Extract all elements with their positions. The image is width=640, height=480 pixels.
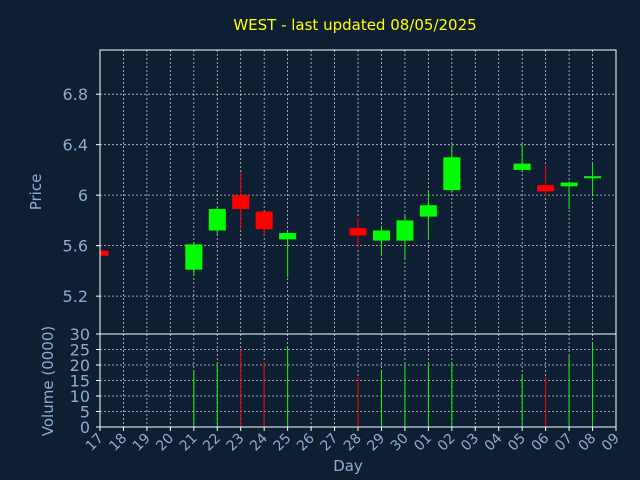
volume-axis-label: Volume (0000) — [39, 326, 57, 436]
x-tick-label: 27 — [317, 431, 341, 455]
chart-title: WEST - last updated 08/05/2025 — [233, 16, 476, 34]
candle-body — [255, 211, 273, 230]
x-tick-label: 26 — [294, 430, 318, 454]
volume-y-tick-label: 30 — [70, 325, 90, 344]
candle-body — [279, 233, 297, 240]
volume-y-tick-label: 5 — [80, 403, 90, 422]
x-tick-label: 23 — [224, 431, 248, 455]
price-grid — [99, 50, 617, 334]
volume-bars — [193, 343, 594, 427]
x-tick-label: 02 — [435, 431, 459, 455]
candles — [99, 144, 602, 278]
x-tick-label: 29 — [364, 431, 388, 455]
x-tick-label: 20 — [153, 431, 177, 455]
candle-body — [185, 244, 203, 270]
candle-body — [513, 163, 531, 170]
candle-body — [396, 220, 414, 241]
volume-y-tick-label: 20 — [70, 356, 90, 375]
x-tick-label: 30 — [388, 431, 412, 455]
price-axis-label: Price — [27, 174, 45, 211]
volume-y-tick-label: 0 — [80, 418, 90, 437]
x-tick-label: 28 — [341, 431, 365, 455]
x-tick-label: 19 — [130, 431, 154, 455]
x-axis-label: Day — [333, 457, 363, 475]
volume-panel-frame — [99, 333, 617, 428]
candle-body — [584, 176, 602, 179]
x-tick-label: 21 — [177, 431, 201, 455]
candle-body — [443, 157, 461, 191]
candle-body — [537, 185, 555, 192]
candle-body — [560, 182, 578, 187]
x-tick-label: 09 — [599, 431, 623, 455]
price-y-tick-label: 6.4 — [63, 136, 88, 155]
price-y-tick-label: 6 — [78, 186, 88, 205]
volume-y-tick-label: 15 — [70, 372, 90, 391]
candle-body — [100, 250, 109, 256]
x-tick-label: 18 — [106, 431, 130, 455]
x-tick-label: 07 — [552, 431, 576, 455]
price-y-tick-label: 6.8 — [63, 85, 88, 104]
candle-body — [208, 209, 226, 231]
x-tick-label: 01 — [411, 431, 435, 455]
volume-y-tick-label: 10 — [70, 387, 90, 406]
candle-body — [372, 230, 390, 241]
candle-body — [232, 195, 250, 210]
price-y-tick-label: 5.6 — [63, 237, 88, 256]
x-tick-label: 04 — [482, 430, 506, 454]
x-tick-label: 22 — [200, 431, 224, 455]
x-tick-label: 06 — [529, 430, 553, 454]
price-y-tick-label: 5.2 — [63, 287, 88, 306]
x-tick-label: 24 — [247, 430, 271, 454]
x-tick-label: 05 — [505, 431, 529, 455]
candle-body — [349, 227, 367, 236]
x-tick-label: 03 — [458, 431, 482, 455]
x-tick-label: 08 — [575, 431, 599, 455]
x-tick-label: 25 — [271, 431, 295, 455]
volume-y-tick-label: 25 — [70, 341, 90, 360]
candle-body — [419, 205, 437, 217]
